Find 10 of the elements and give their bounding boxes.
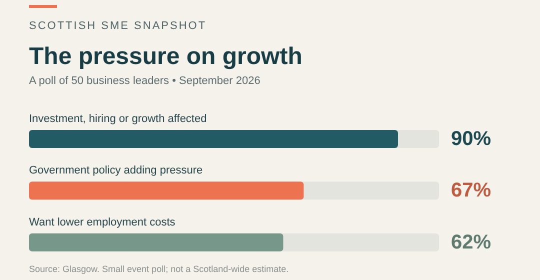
y-tick-label: Investment, hiring or growth affected (29, 113, 207, 125)
chart-title: The pressure on growth (29, 43, 302, 71)
data-label: 90% (451, 128, 492, 150)
y-tick-label: Want lower employment costs (29, 216, 176, 228)
y-tick-label: Government policy adding pressure (29, 164, 203, 177)
chart-subtitle: A poll of 50 business leaders • September 2026 (29, 75, 260, 87)
data-label: 67% (451, 180, 492, 202)
text: SCOTTISH SME SNAPSHOT (29, 20, 207, 32)
data-label: 62% (451, 231, 492, 254)
source-note: Source: Glasgow. Small event poll; not a Scotland-wide estimate. (29, 264, 289, 274)
